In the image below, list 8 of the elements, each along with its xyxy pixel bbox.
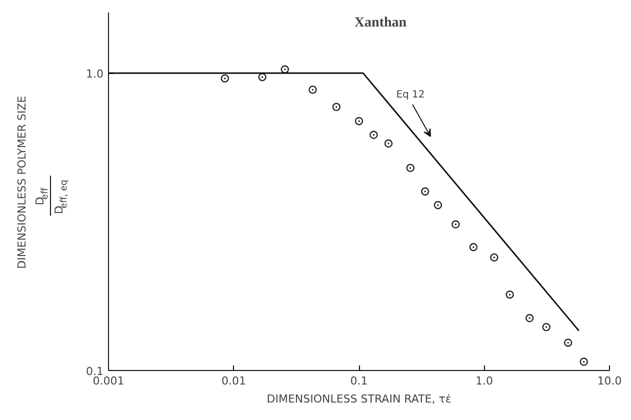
x-tick-label: 0.001 [92, 374, 124, 388]
x-tick-label: 1.0 [476, 374, 494, 388]
x-tick-label: 0.1 [350, 374, 368, 388]
chart-title: Xanthan [354, 16, 407, 30]
x-tick-label: 10.0 [597, 374, 622, 388]
x-tick-label: 0.01 [222, 374, 246, 388]
annotation: Eq 12 [396, 90, 425, 100]
x-axis-title: DIMENSIONLESS STRAIN RATE, τε̇ [266, 392, 452, 406]
